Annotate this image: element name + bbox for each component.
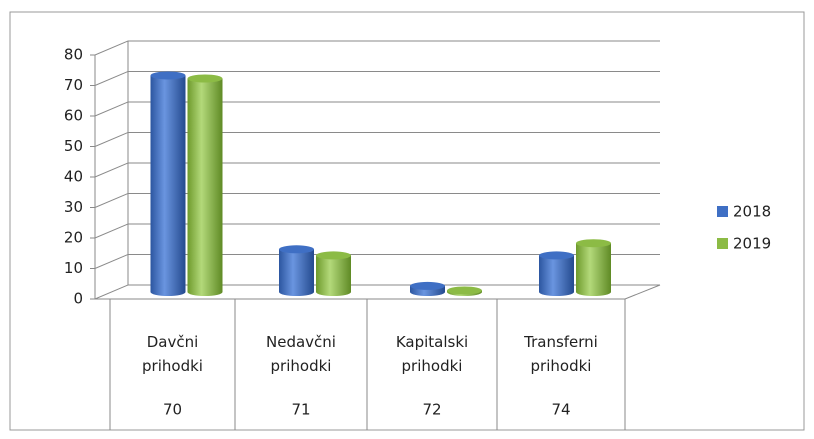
y-tick-label: 20 (64, 229, 83, 247)
bar-base (316, 288, 351, 296)
bar (150, 71, 186, 296)
y-tick-label: 0 (73, 290, 83, 308)
y-tick-label: 60 (64, 107, 83, 125)
bar (316, 251, 351, 296)
category-code: 74 (551, 401, 570, 419)
bar (539, 251, 574, 296)
bar-cap (576, 239, 611, 248)
legend-label: 2018 (733, 203, 771, 221)
bar (187, 74, 223, 296)
y-tick-label: 70 (64, 76, 83, 94)
bar (279, 245, 314, 296)
x-tick-label: Davčni prihodki (142, 333, 203, 375)
legend-label: 2019 (733, 235, 771, 253)
grid-line (90, 71, 660, 86)
grid-line (90, 40, 660, 56)
y-tick-label: 40 (64, 168, 83, 186)
y-tick-label: 80 (64, 46, 83, 64)
legend-swatch (717, 206, 728, 217)
legend-swatch (717, 238, 728, 249)
bar-base (576, 288, 611, 296)
bar-body (539, 255, 574, 292)
x-tick-label: Nedavčni prihodki (266, 333, 336, 375)
grid-line (90, 254, 660, 269)
bar-base (150, 288, 186, 296)
category-code: 71 (291, 401, 310, 419)
grid-line (90, 101, 660, 117)
bar-body (279, 249, 314, 292)
bar-cap (447, 286, 482, 295)
frame (9, 11, 805, 431)
bar-base (539, 288, 574, 296)
bar-body (316, 255, 351, 292)
grid-line (90, 284, 660, 300)
x-tick-label: Kapitalski prihodki (396, 333, 468, 375)
y-tick-label: 10 (64, 259, 83, 277)
bar (576, 239, 611, 296)
bar-cap (316, 251, 351, 260)
y-tick-label: 50 (64, 137, 83, 155)
bar-cap (539, 251, 574, 260)
bar-base (279, 288, 314, 296)
bar (410, 281, 445, 296)
bar-cap (150, 71, 186, 80)
y-tick-label: 30 (64, 198, 83, 216)
category-code: 70 (163, 401, 182, 419)
floor-right (624, 284, 661, 300)
bar-body (576, 243, 611, 292)
bar-base (410, 288, 445, 296)
bar-base (187, 288, 223, 296)
bar-cap (279, 245, 314, 254)
bar-cap (187, 74, 223, 83)
x-tick-label: Transferni prihodki (523, 333, 598, 375)
grid-line (90, 162, 660, 178)
bar-cap (410, 281, 445, 290)
grid-line (90, 132, 660, 147)
category-code: 72 (422, 401, 441, 419)
grid-line (90, 193, 660, 208)
bar (447, 286, 482, 296)
bar-body (187, 78, 223, 292)
grid-line (90, 223, 660, 239)
bar-body (150, 75, 186, 292)
